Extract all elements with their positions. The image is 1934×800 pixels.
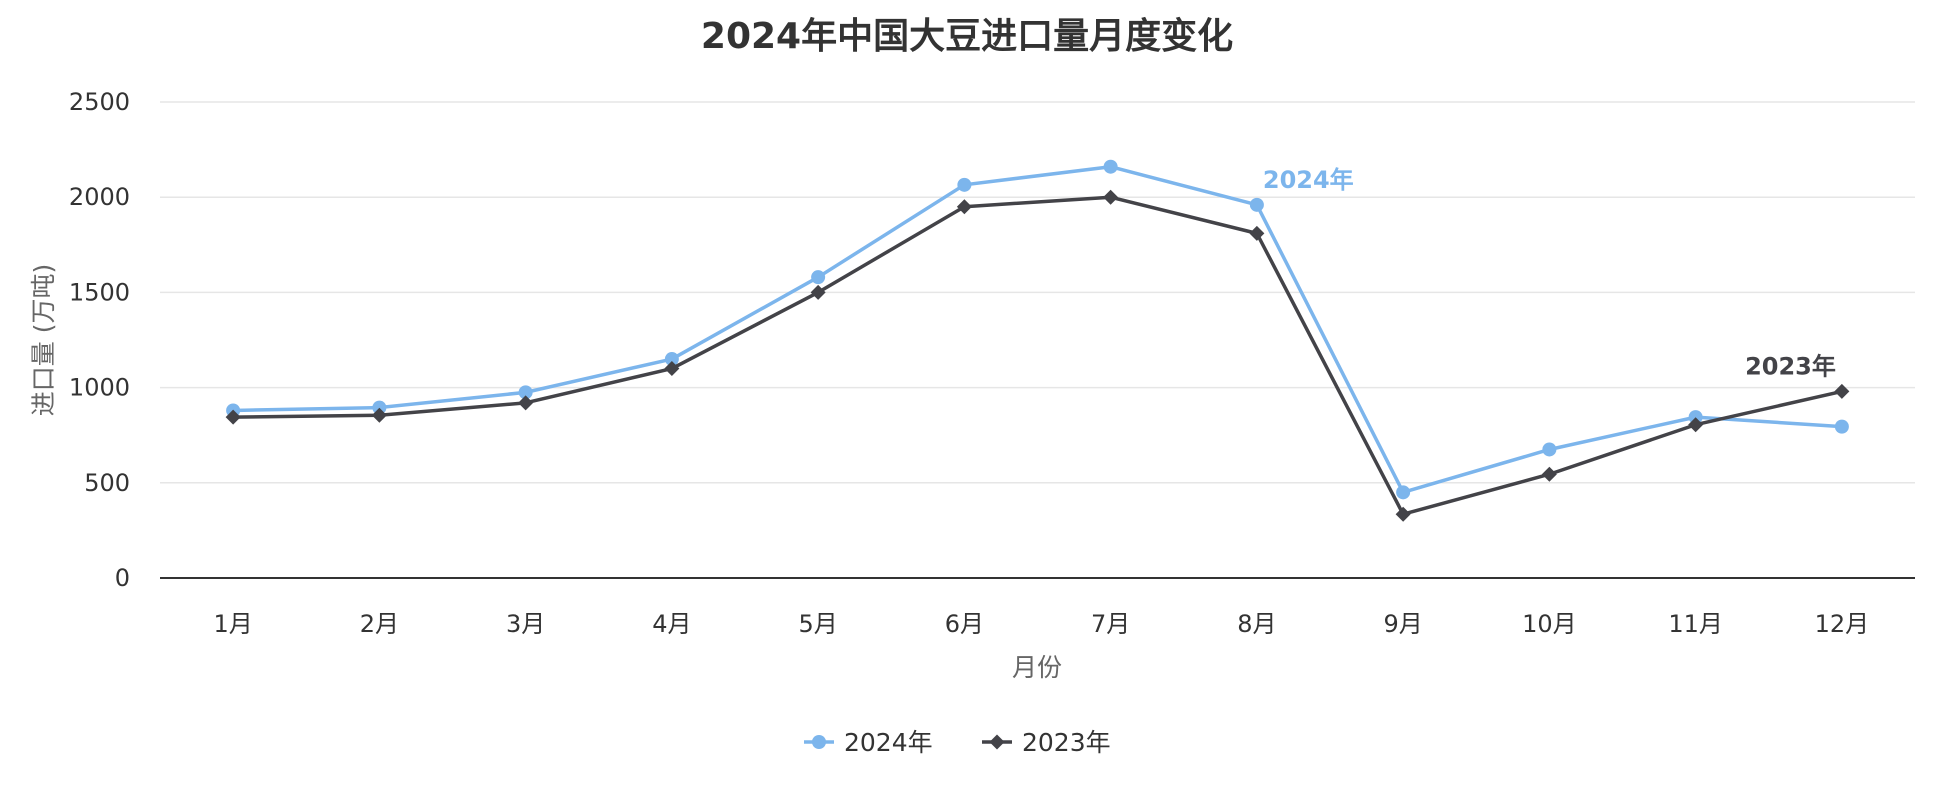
data-point[interactable] — [1249, 197, 1264, 212]
gridlines — [160, 101, 1915, 484]
x-tick-label: 3月 — [506, 610, 545, 638]
series-end-label: 2024年 — [1263, 166, 1354, 194]
y-tick-label: 2500 — [69, 88, 130, 116]
data-point[interactable] — [371, 407, 387, 423]
data-point[interactable] — [957, 177, 972, 192]
x-tick-label: 4月 — [652, 610, 691, 638]
legend-label: 2023年 — [1022, 728, 1111, 757]
data-point[interactable] — [1688, 410, 1703, 425]
y-tick-label: 0 — [115, 564, 130, 592]
x-tick-label: 10月 — [1522, 610, 1577, 638]
data-point[interactable] — [1541, 466, 1557, 482]
x-tick-label: 1月 — [213, 610, 252, 638]
x-tick-label: 8月 — [1237, 610, 1276, 638]
data-point[interactable] — [372, 400, 387, 415]
legend-item-1[interactable]: 2023年 — [982, 728, 1111, 757]
y-axis-ticks: 0 500 1000 1500 2000 2500 — [69, 88, 130, 592]
series-end-label: 2023年 — [1745, 352, 1836, 380]
x-tick-label: 2月 — [360, 610, 399, 638]
data-point[interactable] — [1395, 506, 1411, 522]
y-tick-label: 500 — [84, 469, 130, 497]
legend-label: 2024年 — [844, 728, 933, 757]
chart-title: 2024年中国大豆进口量月度变化 — [701, 15, 1233, 57]
x-axis-title: 月份 — [1012, 653, 1062, 682]
data-point[interactable] — [1103, 159, 1118, 174]
data-point[interactable] — [1688, 417, 1704, 433]
x-tick-label: 11月 — [1668, 610, 1723, 638]
data-point[interactable] — [664, 352, 679, 367]
legend[interactable]: 2024年 2023年 — [804, 728, 1111, 757]
legend-item-0[interactable]: 2024年 — [804, 728, 933, 757]
data-point[interactable] — [810, 284, 826, 300]
data-point[interactable] — [1834, 383, 1850, 399]
y-tick-label: 1500 — [69, 278, 130, 306]
data-point[interactable] — [811, 270, 826, 285]
x-tick-label: 12月 — [1815, 610, 1870, 638]
series-0[interactable] — [226, 159, 1849, 500]
data-point[interactable] — [1396, 485, 1411, 500]
series-layer — [225, 159, 1850, 522]
series-1[interactable] — [225, 189, 1850, 522]
end-labels: 2024年 2023年 — [1263, 166, 1836, 381]
data-point[interactable] — [518, 385, 533, 400]
x-tick-label: 9月 — [1383, 610, 1422, 638]
data-point[interactable] — [1103, 189, 1119, 205]
legend-marker — [812, 735, 826, 749]
x-axis-ticks: 1月 2月 3月 4月 5月 6月 7月 8月 9月 10月 11月 12月 — [213, 610, 1869, 638]
legend-marker — [989, 734, 1005, 750]
series-line — [233, 164, 1842, 495]
data-point[interactable] — [956, 199, 972, 215]
x-tick-label: 6月 — [945, 610, 984, 638]
data-point[interactable] — [518, 395, 534, 411]
x-tick-label: 5月 — [798, 610, 837, 638]
data-point[interactable] — [1542, 442, 1557, 457]
x-tick-label: 7月 — [1091, 610, 1130, 638]
data-point[interactable] — [1249, 225, 1265, 241]
y-tick-label: 2000 — [69, 183, 130, 211]
data-point[interactable] — [1834, 419, 1849, 434]
data-point[interactable] — [225, 409, 241, 425]
y-tick-label: 1000 — [69, 374, 130, 402]
series-line — [233, 195, 1843, 516]
data-point[interactable] — [664, 361, 680, 377]
y-axis-title: 进口量 (万吨) — [29, 264, 58, 416]
